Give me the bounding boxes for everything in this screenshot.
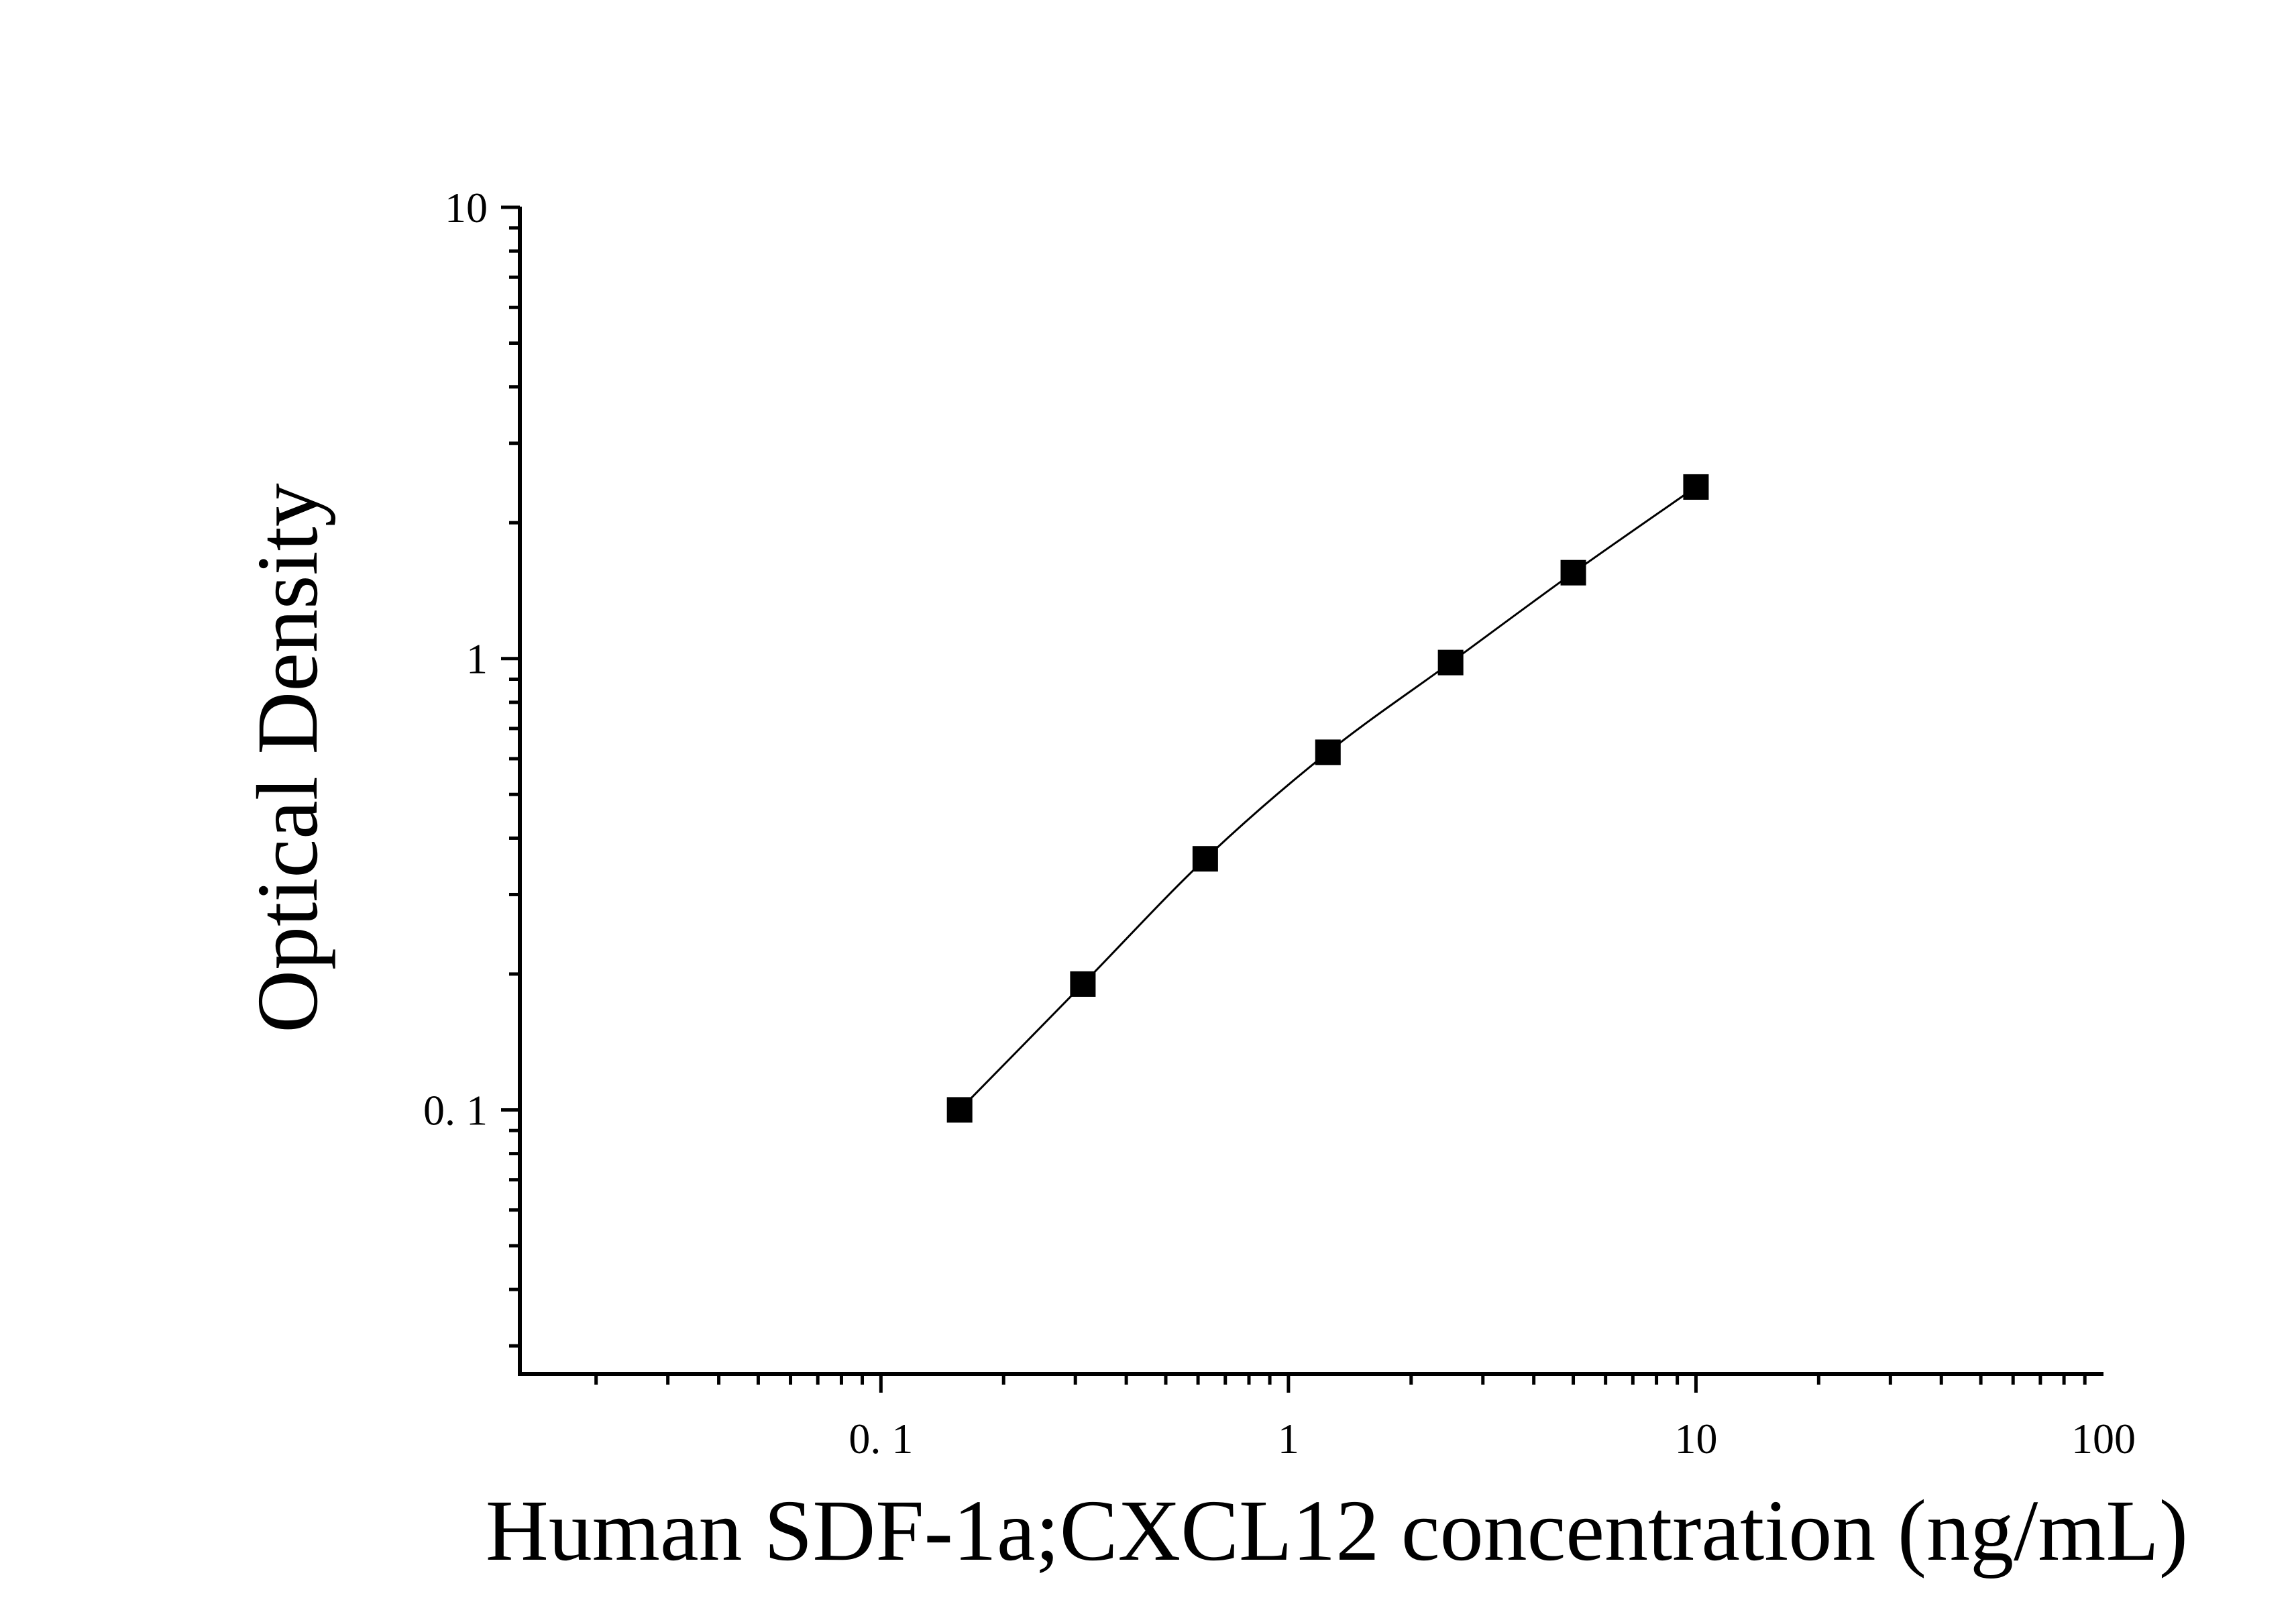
y-tick-label: 0. 1: [423, 1086, 488, 1134]
y-tick-label: 10: [445, 184, 488, 231]
y-axis-ticks: 0. 1 1 10: [423, 184, 520, 1348]
data-points: [946, 474, 1709, 1123]
x-tick-label: 10: [1674, 1415, 1717, 1462]
data-point-marker: [1560, 559, 1586, 586]
data-point-marker: [1683, 474, 1709, 500]
axes: [518, 207, 2103, 1376]
y-axis-title: Optical Density: [239, 483, 336, 1033]
x-tick-label: 100: [2071, 1415, 2136, 1462]
data-point-marker: [1437, 649, 1464, 676]
data-point-marker: [1070, 971, 1096, 997]
x-tick-label: 1: [1278, 1415, 1299, 1462]
data-point-marker: [946, 1097, 973, 1123]
data-point-marker: [1315, 739, 1341, 765]
x-axis-ticks: 0. 1 1 10 100: [594, 1374, 2136, 1462]
data-point-marker: [1192, 846, 1218, 872]
x-axis-title: Human SDF-1a;CXCL12 concentration (ng/mL…: [486, 1483, 2188, 1579]
y-tick-label: 1: [466, 635, 488, 683]
x-tick-label: 0. 1: [849, 1415, 913, 1462]
